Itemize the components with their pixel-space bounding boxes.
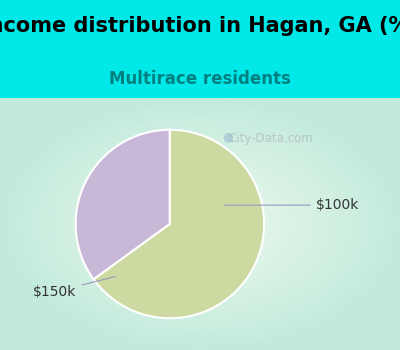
- Text: Income distribution in Hagan, GA (%): Income distribution in Hagan, GA (%): [0, 16, 400, 36]
- Text: $100k: $100k: [224, 198, 359, 212]
- Text: $150k: $150k: [33, 276, 115, 299]
- Wedge shape: [94, 130, 264, 318]
- Text: City-Data.com: City-Data.com: [229, 132, 313, 145]
- Wedge shape: [76, 130, 170, 279]
- Text: Multirace residents: Multirace residents: [109, 70, 291, 88]
- Text: ●: ●: [222, 131, 233, 144]
